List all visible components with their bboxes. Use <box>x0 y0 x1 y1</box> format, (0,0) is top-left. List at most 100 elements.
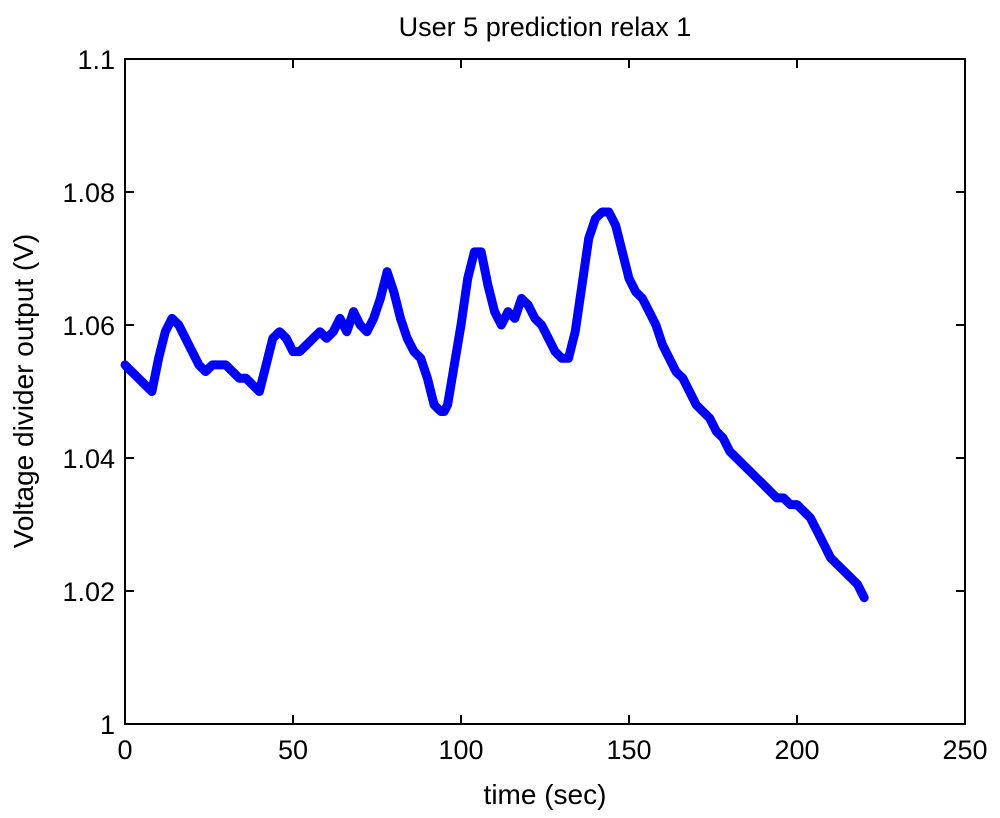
y-axis-label: Voltage divider output (V) <box>8 234 39 548</box>
data-point <box>679 374 687 382</box>
data-point <box>403 334 411 342</box>
data-point <box>128 368 136 376</box>
y-tick-label: 1 <box>100 710 115 740</box>
data-point <box>780 494 788 502</box>
series-layer <box>120 207 869 603</box>
data-point <box>363 328 371 336</box>
y-tick-label: 1.06 <box>62 311 115 341</box>
data-point <box>833 560 841 568</box>
data-point <box>430 401 438 409</box>
data-point <box>276 328 284 336</box>
data-point <box>222 361 230 369</box>
data-point <box>806 514 814 522</box>
data-point <box>356 321 364 329</box>
data-point <box>390 288 398 296</box>
data-point <box>591 215 599 223</box>
data-point <box>518 294 525 302</box>
x-tick-label: 0 <box>117 735 132 765</box>
x-axis-label: time (sec) <box>484 779 607 810</box>
data-point <box>491 308 499 316</box>
plot-area-frame <box>124 58 966 725</box>
data-point <box>746 467 754 475</box>
data-point <box>692 401 700 409</box>
data-point <box>376 294 384 302</box>
data-point <box>229 368 236 376</box>
data-point <box>208 361 216 369</box>
x-axis-ticks: 0 50 100 150 200 250 <box>117 59 988 765</box>
data-point <box>336 314 344 322</box>
data-point <box>652 321 660 329</box>
data-point <box>423 374 431 382</box>
data-point <box>672 368 680 376</box>
data-point <box>847 574 855 582</box>
data-point <box>296 348 304 356</box>
data-point <box>632 288 640 296</box>
data-point <box>686 388 693 395</box>
y-tick-label: 1.04 <box>62 444 115 474</box>
data-point <box>645 308 653 316</box>
data-point <box>497 321 505 329</box>
data-point <box>524 301 532 309</box>
data-point <box>470 248 478 256</box>
x-tick-label: 50 <box>278 735 308 765</box>
data-point <box>719 434 727 442</box>
data-point <box>444 401 452 409</box>
data-point <box>215 361 223 369</box>
data-point <box>175 321 183 329</box>
data-point <box>350 308 357 316</box>
data-point <box>618 248 626 256</box>
y-tick-label: 1.1 <box>77 45 115 75</box>
data-point <box>531 314 539 322</box>
data-point <box>134 374 142 382</box>
data-point <box>504 308 512 316</box>
data-point <box>538 321 546 329</box>
data-point <box>551 348 559 356</box>
data-point <box>840 567 848 575</box>
data-point <box>289 348 297 356</box>
data-point <box>800 507 808 515</box>
data-point <box>121 361 129 369</box>
data-point <box>625 275 633 282</box>
y-tick-label: 1.02 <box>62 577 115 607</box>
chart-title: User 5 prediction relax 1 <box>399 12 692 42</box>
data-point <box>766 487 774 495</box>
y-axis-ticks: 1 1.02 1.04 1.06 1.08 1.1 <box>62 45 965 740</box>
data-point <box>148 388 156 395</box>
data-point <box>309 334 317 342</box>
data-point <box>168 314 176 322</box>
data-point <box>450 361 458 369</box>
data-point <box>793 501 801 509</box>
data-point <box>638 294 646 302</box>
data-point <box>753 474 761 482</box>
data-point <box>605 208 613 216</box>
data-point <box>464 275 472 282</box>
data-point <box>565 354 572 362</box>
data-point <box>383 268 391 276</box>
data-point <box>571 328 579 336</box>
data-point <box>457 321 465 329</box>
data-point <box>262 361 270 369</box>
data-point <box>699 408 707 415</box>
data-point <box>612 221 620 229</box>
data-point <box>578 281 586 289</box>
data-point <box>370 314 378 322</box>
x-tick-label: 150 <box>606 735 651 765</box>
x-tick-label: 250 <box>942 735 987 765</box>
data-point <box>397 314 404 322</box>
data-point <box>558 354 566 362</box>
y-tick-label: 1.08 <box>62 178 115 208</box>
data-point <box>477 248 485 256</box>
data-point <box>329 328 337 336</box>
data-point <box>726 447 734 455</box>
data-point <box>813 527 821 535</box>
data-point <box>249 381 257 389</box>
data-point <box>141 381 149 389</box>
data-point <box>323 334 331 342</box>
data-point <box>155 354 163 362</box>
data-point <box>255 388 263 395</box>
data-point <box>786 501 794 509</box>
data-point <box>188 348 196 356</box>
data-point <box>202 368 210 376</box>
